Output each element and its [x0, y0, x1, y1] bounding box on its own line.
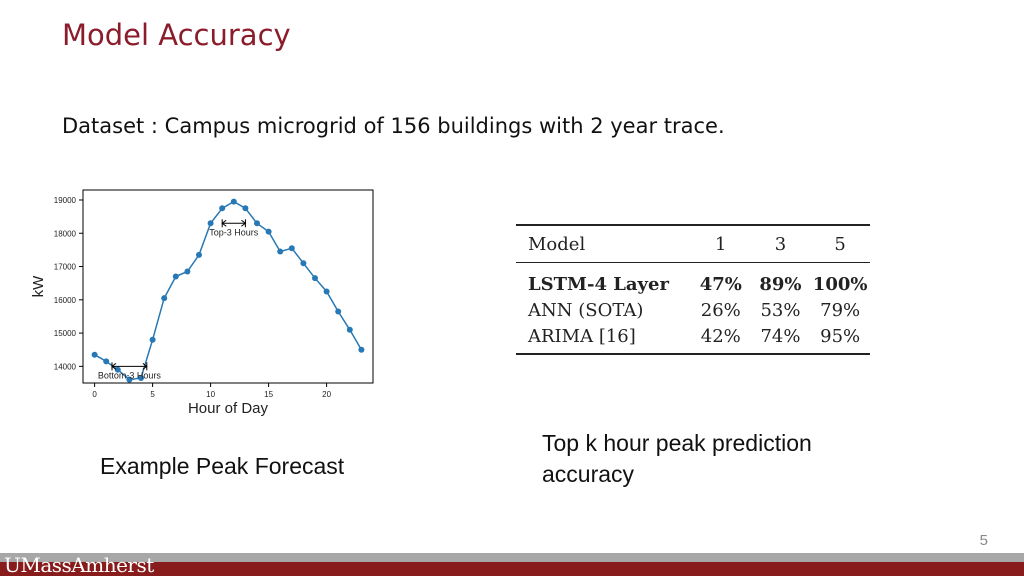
- y-tick-label: 17000: [54, 263, 77, 272]
- x-tick-label: 0: [92, 390, 97, 399]
- data-point: [126, 376, 133, 383]
- data-point: [161, 295, 168, 302]
- cell-k5: 95%: [820, 325, 861, 347]
- data-point: [323, 288, 330, 295]
- data-point: [242, 205, 249, 212]
- page-number: 5: [979, 532, 988, 549]
- data-point: [207, 220, 214, 227]
- accuracy-table: Model 1 3 5 LSTM-4 Layer 47% 89% 100% AN…: [516, 224, 870, 355]
- annotation-label: Bottom-3 Hours: [98, 370, 162, 380]
- annotation-label: Top-3 Hours: [209, 227, 259, 237]
- table-row: ARIMA [16] 42% 74% 95%: [516, 323, 870, 354]
- data-point: [288, 245, 295, 252]
- cell-model: LSTM-4 Layer: [528, 273, 669, 295]
- data-point: [277, 248, 284, 255]
- cell-k1: 47%: [699, 273, 742, 295]
- data-point: [91, 351, 98, 358]
- header-k1: 1: [715, 233, 727, 255]
- data-point: [254, 220, 260, 227]
- data-point: [300, 260, 307, 267]
- table-header-row: Model 1 3 5: [516, 225, 870, 263]
- y-tick-label: 19000: [54, 196, 77, 205]
- data-point: [138, 375, 144, 382]
- data-point: [335, 308, 342, 315]
- data-point: [346, 326, 353, 333]
- data-point: [149, 336, 156, 343]
- cell-k3: 89%: [759, 273, 802, 295]
- y-tick-label: 18000: [54, 229, 77, 238]
- table-row: LSTM-4 Layer 47% 89% 100%: [516, 263, 870, 298]
- header-k5: 5: [834, 233, 846, 255]
- y-tick-label: 14000: [54, 362, 77, 371]
- peak-forecast-chart: 14000 15000 16000 17000 18000 19000 0 5 10 15 20 Ho…: [30, 189, 374, 417]
- data-point: [172, 273, 179, 280]
- cell-model: ARIMA [16]: [528, 325, 636, 347]
- data-point: [103, 358, 110, 365]
- table-row: ANN (SOTA) 26% 53% 79%: [516, 297, 870, 323]
- data-point: [230, 198, 237, 205]
- x-tick-label: 20: [322, 390, 331, 399]
- footer-logo: UMassAmherst: [4, 553, 154, 577]
- accuracy-table-container: Model 1 3 5 LSTM-4 Layer 47% 89% 100% AN…: [516, 224, 870, 355]
- data-point: [265, 228, 272, 235]
- dataset-description: Dataset : Campus microgrid of 156 buildi…: [62, 114, 725, 138]
- cell-model: ANN (SOTA): [528, 299, 644, 321]
- footer-divider: [0, 553, 1024, 562]
- cell-k5: 100%: [812, 273, 868, 295]
- x-tick-label: 10: [206, 390, 215, 399]
- chart-caption: Example Peak Forecast: [100, 453, 345, 479]
- cell-k3: 74%: [760, 325, 801, 347]
- data-point: [184, 268, 191, 275]
- header-k3: 3: [774, 233, 787, 255]
- x-tick-label: 15: [264, 390, 273, 399]
- data-point: [219, 205, 226, 212]
- data-point: [312, 275, 318, 282]
- x-tick-label: 5: [150, 390, 155, 399]
- data-point: [114, 366, 121, 373]
- cell-k5: 79%: [820, 299, 861, 321]
- plot-frame: [82, 189, 374, 384]
- cell-k1: 26%: [700, 299, 741, 321]
- y-tick-label: 15000: [54, 329, 77, 338]
- footer-bar: [0, 562, 1024, 576]
- header-model: Model: [528, 233, 586, 255]
- data-point: [358, 346, 365, 353]
- x-axis-label: Hour of Day: [188, 400, 269, 417]
- table-caption: Top k hour peak prediction accuracy: [542, 430, 812, 487]
- cell-k1: 42%: [700, 325, 741, 347]
- y-tick-label: 16000: [54, 296, 77, 305]
- cell-k3: 53%: [760, 299, 801, 321]
- slide-title: Model Accuracy: [62, 18, 291, 52]
- data-point: [196, 251, 202, 258]
- y-axis-label: kW: [30, 275, 47, 298]
